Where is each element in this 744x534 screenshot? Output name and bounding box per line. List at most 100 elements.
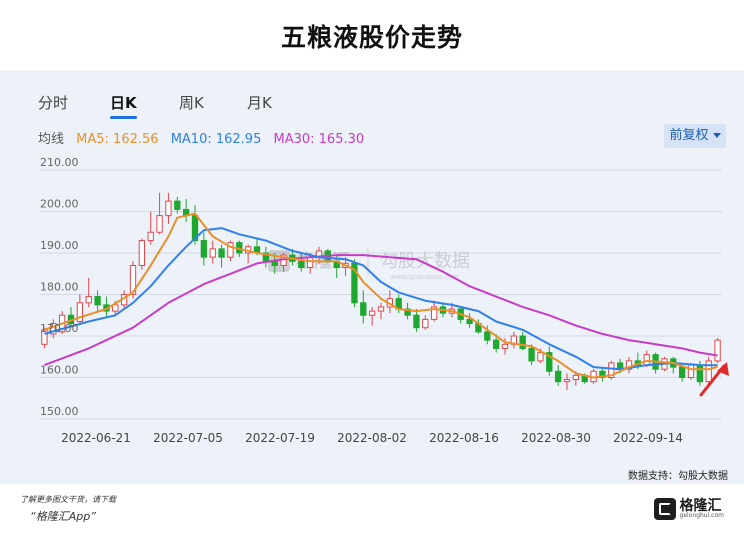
legend-ma5: MA5: 162.56 xyxy=(76,132,159,147)
candle-body xyxy=(351,262,358,304)
candle-body xyxy=(174,200,181,210)
candle-body xyxy=(599,370,606,378)
candle xyxy=(466,313,473,328)
candle-body xyxy=(271,260,278,266)
candle-body xyxy=(466,318,473,325)
candle-body xyxy=(492,339,500,349)
candle-body xyxy=(528,347,535,362)
legend-ma30: MA30: 165.30 xyxy=(273,132,365,147)
candle xyxy=(554,365,562,386)
ma30-line xyxy=(44,254,718,367)
candle xyxy=(156,192,163,235)
gelonghui-logo: 格隆汇 gelonghui.com xyxy=(653,498,724,520)
candle xyxy=(377,302,385,320)
candle-body xyxy=(714,339,721,362)
candle xyxy=(546,346,553,376)
logo-sub: gelonghui.com xyxy=(679,512,724,519)
y-tick-label: 200.00 xyxy=(40,198,79,211)
candle xyxy=(262,246,270,268)
tab-weekly-k[interactable]: 周K xyxy=(179,94,204,112)
tab-intraday[interactable]: 分时 xyxy=(38,94,69,112)
ma5-line xyxy=(44,212,718,379)
candle xyxy=(138,238,146,270)
candle xyxy=(351,259,358,307)
candle-body xyxy=(422,318,429,329)
tab-monthly-k[interactable]: 月K xyxy=(247,94,272,112)
candle-body xyxy=(563,379,571,383)
candle-body xyxy=(85,296,92,304)
watermark-text: 勾股大数据 xyxy=(380,251,470,272)
candle xyxy=(200,232,208,266)
chart-title: 五粮液股价走势 xyxy=(280,23,463,52)
candle-body xyxy=(368,310,376,316)
y-tick-label: 160.00 xyxy=(40,364,79,377)
candle xyxy=(50,319,57,339)
candle xyxy=(608,360,615,380)
candle-body xyxy=(360,302,367,316)
tab-daily-k[interactable]: 日K xyxy=(110,92,137,119)
candle xyxy=(422,315,429,330)
candle xyxy=(218,244,225,268)
candle xyxy=(430,300,438,322)
candle-body xyxy=(678,366,686,378)
price-adjust-dropdown[interactable]: 前复权 xyxy=(664,124,726,148)
candle xyxy=(599,367,606,382)
candle xyxy=(244,244,252,264)
logo-text: 格隆汇 xyxy=(679,498,722,514)
candle-body xyxy=(625,360,633,370)
candle xyxy=(705,356,712,384)
candle xyxy=(395,294,402,314)
candle-body xyxy=(306,256,314,269)
y-tick-label: 170.00 xyxy=(40,322,79,335)
candle-body xyxy=(138,240,146,266)
candle-body xyxy=(554,370,562,383)
candle xyxy=(528,344,535,366)
candle-body xyxy=(218,248,225,258)
candle-body xyxy=(484,331,491,341)
candle xyxy=(404,302,411,320)
candle-body xyxy=(377,306,385,312)
chart-panel: 分时 日K 周K 月K 均线 MA5: 162.56 MA10: 162.95 … xyxy=(0,70,744,484)
candle xyxy=(227,240,234,262)
candle-body xyxy=(209,248,216,258)
candle-body xyxy=(696,364,704,383)
candle-body xyxy=(404,308,411,316)
candle xyxy=(510,331,518,349)
candle xyxy=(413,309,420,332)
candle xyxy=(360,290,367,324)
arrow-head xyxy=(717,362,729,376)
candle xyxy=(85,277,92,307)
candle xyxy=(298,253,305,272)
y-tick-label: 210.00 xyxy=(40,156,79,169)
x-tick-label: 2022-08-16 xyxy=(429,431,499,445)
candle-body xyxy=(112,304,119,312)
candle-body xyxy=(608,362,615,379)
y-tick-label: 190.00 xyxy=(40,239,79,252)
moving-averages xyxy=(44,212,718,379)
candle-body xyxy=(546,352,553,372)
candle xyxy=(563,373,571,390)
candle-body xyxy=(227,242,234,258)
candle-body xyxy=(572,374,580,381)
footer-note: 了解更多图文干货，请下载 xyxy=(20,495,116,504)
active-tab-indicator xyxy=(110,116,137,119)
ma10-line xyxy=(44,227,718,371)
candle xyxy=(501,338,509,355)
candlestick-chart: 格隆汇 勾股大数据 www.gogudata.com 150.00160.001… xyxy=(40,156,729,445)
candle xyxy=(182,199,190,222)
candle-body xyxy=(643,354,650,366)
candle xyxy=(174,196,181,214)
candle-body xyxy=(129,264,137,295)
candle-body xyxy=(76,302,84,322)
candle-body xyxy=(519,335,526,349)
annotation-arrow xyxy=(699,362,729,397)
x-axis-labels: 2022-06-21 2022-07-05 2022-07-19 2022-08-02… xyxy=(61,431,683,445)
watermark-url: www.gogudata.com xyxy=(390,273,459,281)
legend-ma10: MA10: 162.95 xyxy=(170,132,262,147)
candle-body xyxy=(501,343,509,349)
candle xyxy=(519,331,526,351)
y-tick-label: 180.00 xyxy=(40,281,79,294)
candle xyxy=(209,240,216,264)
candle xyxy=(368,306,376,326)
candle xyxy=(76,294,84,324)
